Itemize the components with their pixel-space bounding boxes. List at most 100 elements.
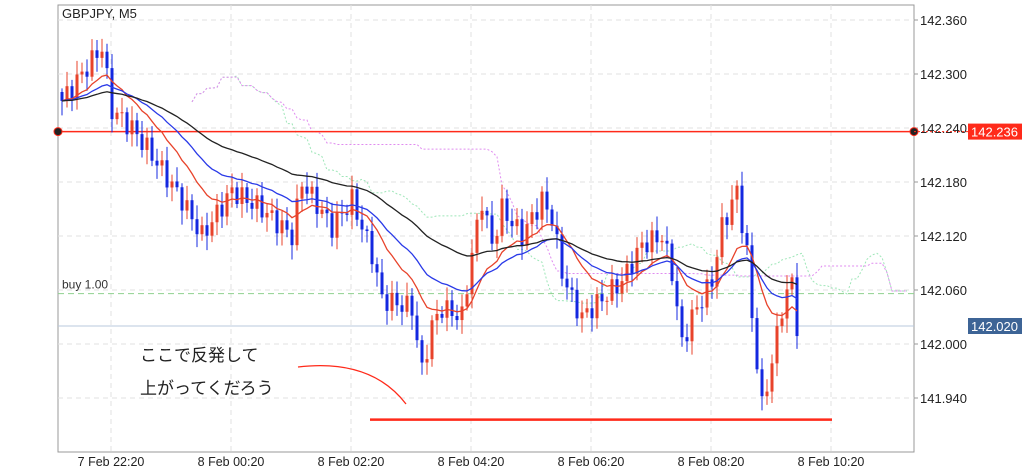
y-tick-label: 142.000 [920,337,967,352]
candle-body [120,112,124,114]
candle-body [320,209,324,214]
candle-body [380,272,384,295]
ma-fast-line [61,74,798,317]
candle-body [690,309,694,342]
candle-body [270,210,274,213]
x-tick-label: 7 Feb 22:20 [78,455,145,469]
candle-body [565,278,569,288]
candle-body [435,313,439,321]
candle-body [685,337,689,342]
candle-body [570,287,574,290]
candle-body [105,51,109,69]
candle-body [780,318,784,327]
candle-body [460,306,464,321]
candle-body [265,212,269,218]
candle-body [250,202,254,209]
candle-body [295,198,299,246]
candle-body [230,187,234,194]
candle-body [210,222,214,236]
candle-body [485,210,489,216]
candle-body [260,195,264,218]
candle-body [510,220,514,227]
candle-body [575,289,579,319]
candle-body [650,230,654,253]
candle-body [620,281,624,294]
candle-body [175,181,179,188]
current-price-tag: 142.020 [971,319,1018,334]
ma-slow-line [61,91,798,286]
candle-body [80,71,84,75]
candle-body [790,277,794,290]
chart-symbol-title: GBPJPY, M5 [62,6,137,21]
candle-body [750,245,754,319]
candle-body [375,264,379,273]
candle-body [115,112,119,120]
candle-body [285,220,289,230]
candle-body [465,294,469,307]
annotation-line-1: ここで反発して [140,346,259,366]
candle-body [155,160,159,166]
current-price-tag-bg [968,318,1022,334]
candle-body [185,200,189,211]
candle-body [205,225,209,236]
candle-body [220,204,224,217]
ichimoku-span-b [191,76,907,292]
candle-body [735,185,739,200]
candle-body [85,71,89,77]
candle-body [60,92,64,101]
price-tag-label: 142.236 [971,125,1018,140]
candle-body [555,225,559,235]
candle-body [730,199,734,225]
candle-body [310,186,314,194]
price-tag-bg [968,123,1022,140]
candle-body [215,204,219,223]
candle-body [65,86,69,101]
candle-body [370,231,374,265]
candle-body [345,213,349,215]
candle-body [190,200,194,220]
candle-body [560,234,564,279]
candle-body [430,320,434,360]
candle-body [240,187,244,204]
y-tick-label: 141.940 [920,391,967,406]
candle-body [475,219,479,253]
candle-body [725,217,729,225]
candle-body [530,212,534,225]
candle-body [70,86,74,99]
x-tick-label: 8 Feb 06:20 [558,455,625,469]
candle-body [495,235,499,244]
candle-body [535,212,539,220]
candle-body [330,213,334,238]
candle-body [515,219,519,227]
candle-body [130,120,134,135]
candle-body [660,240,664,243]
candle-body [760,369,764,397]
candle-body [595,294,599,319]
candle-body [665,240,669,244]
candle-body [740,185,744,234]
candle-body [145,137,149,150]
candle-body [610,279,614,301]
candle-body [490,215,494,244]
candle-body [410,295,414,316]
candle-body [385,294,389,311]
candle-body [255,195,259,209]
y-tick-label: 142.240 [920,121,967,136]
ichimoku-span-a [191,75,907,304]
candle-body [280,220,284,234]
candle-body [225,193,229,217]
candle-body [675,281,679,307]
candle-body [235,187,239,204]
candle-body [325,209,329,214]
candle-body [455,315,459,321]
y-tick-label: 142.360 [920,13,967,28]
candle-body [500,198,504,236]
candle-body [165,160,169,188]
candle-body [350,189,354,215]
candle-body [100,51,104,58]
candle-body [545,191,549,210]
y-tick-label: 142.180 [920,175,967,190]
ma-mid-line [61,84,798,300]
x-tick-label: 8 Feb 08:20 [678,455,745,469]
